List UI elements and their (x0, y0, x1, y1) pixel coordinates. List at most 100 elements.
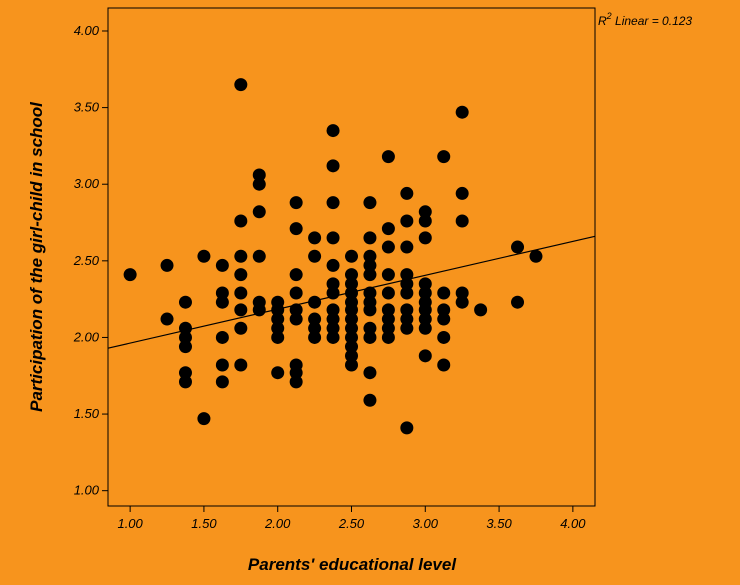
data-point (345, 312, 358, 326)
data-point (363, 196, 377, 210)
x-tick-label: 3.00 (413, 516, 439, 531)
data-point (197, 412, 211, 426)
data-point (455, 186, 469, 200)
data-point (234, 286, 248, 300)
y-axis: 1.00 1.50 2.00 2.50 3.00 3.50 4.00 (73, 23, 108, 498)
data-point (289, 286, 303, 300)
data-point (252, 168, 266, 182)
data-point (215, 295, 229, 309)
data-point (271, 312, 285, 326)
data-point (363, 268, 377, 282)
data-point (345, 340, 358, 354)
data-point (511, 295, 525, 309)
data-point (326, 196, 340, 210)
y-tick-label: 3.50 (74, 100, 100, 115)
x-tick-label: 1.00 (117, 516, 143, 531)
data-point (215, 258, 229, 272)
data-point (474, 303, 488, 317)
data-point (418, 214, 432, 228)
data-point (326, 330, 340, 344)
linear-fit-line (107, 235, 596, 349)
data-point (400, 421, 414, 435)
data-point (252, 249, 266, 263)
data-point (326, 124, 340, 138)
data-point (178, 330, 192, 344)
data-point (418, 303, 432, 317)
data-point (381, 286, 395, 300)
data-point (345, 330, 358, 344)
data-point (178, 375, 192, 389)
y-tick-label: 2.00 (73, 329, 100, 344)
data-point (400, 240, 414, 254)
data-point (363, 366, 377, 380)
data-point (363, 231, 377, 245)
data-point (271, 330, 285, 344)
data-point (363, 249, 377, 263)
data-point (400, 321, 414, 335)
x-axis: 1.00 1.50 2.00 2.50 3.00 3.50 4.00 (117, 506, 586, 531)
data-point (455, 105, 469, 119)
y-axis-title: Participation of the girl-child in schoo… (27, 101, 46, 412)
data-point (215, 358, 229, 372)
data-point (511, 240, 525, 254)
data-point (363, 303, 377, 317)
fit-label-prefix: R (598, 14, 607, 28)
data-point (437, 358, 451, 372)
data-point (308, 249, 322, 263)
data-point (363, 330, 377, 344)
data-point (400, 268, 414, 282)
data-point (381, 240, 395, 254)
data-point (271, 303, 285, 317)
data-point (363, 321, 377, 335)
data-point (418, 205, 432, 219)
data-points (123, 78, 543, 435)
data-point (326, 303, 340, 317)
data-point (234, 358, 248, 372)
data-point (234, 303, 248, 317)
data-point (326, 231, 340, 245)
data-point (123, 268, 137, 282)
data-point (326, 321, 340, 335)
data-point (400, 286, 414, 300)
data-point (418, 321, 432, 335)
data-point (529, 249, 543, 263)
x-tick-label: 2.00 (264, 516, 291, 531)
x-tick-label: 3.50 (486, 516, 512, 531)
data-point (345, 268, 358, 282)
x-axis-title: Parents' educational level (248, 555, 457, 574)
data-point (345, 303, 358, 317)
data-point (271, 321, 285, 335)
data-point (197, 249, 211, 263)
data-point (400, 186, 414, 200)
data-point (418, 286, 432, 300)
data-point (289, 222, 303, 236)
data-point (289, 303, 303, 317)
data-point (345, 277, 358, 291)
x-tick-label: 2.50 (338, 516, 365, 531)
data-point (326, 277, 340, 291)
data-point (345, 321, 358, 335)
data-point (345, 249, 358, 263)
data-point (289, 375, 303, 389)
data-point (455, 214, 469, 228)
x-tick-label: 4.00 (560, 516, 586, 531)
data-point (400, 303, 414, 317)
data-point (455, 286, 469, 300)
data-point (326, 258, 340, 272)
data-point (234, 321, 248, 335)
data-point (234, 214, 248, 228)
data-point (363, 286, 377, 300)
data-point (437, 303, 451, 317)
data-point (252, 205, 266, 219)
data-point (381, 330, 395, 344)
fit-label: R2 Linear = 0.123 (598, 11, 692, 28)
data-point (160, 258, 174, 272)
y-tick-label: 1.50 (74, 406, 100, 421)
data-point (363, 258, 377, 272)
data-point (252, 177, 266, 191)
data-point (215, 330, 229, 344)
x-tick-label: 1.50 (191, 516, 217, 531)
data-point (308, 321, 322, 335)
fit-label-superscript: 2 (606, 11, 612, 21)
